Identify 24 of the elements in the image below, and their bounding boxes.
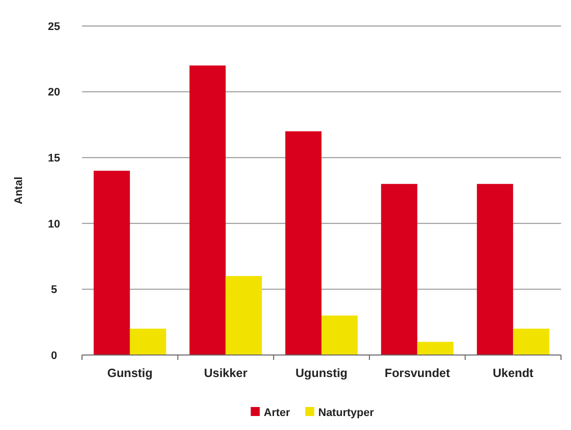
x-tick-label: Usikker xyxy=(204,366,248,380)
x-tick-label: Ugunstig xyxy=(296,366,348,380)
bar xyxy=(322,316,358,355)
bar xyxy=(417,342,454,355)
bar xyxy=(189,65,226,355)
bar xyxy=(513,328,550,355)
y-tick-label: 0 xyxy=(50,350,58,362)
x-tick-label: Gunstig xyxy=(107,366,153,380)
y-tick-label: 20 xyxy=(48,86,60,99)
legend-label: Arter xyxy=(264,406,291,419)
bar xyxy=(381,184,418,355)
legend-label: Naturtyper xyxy=(318,406,375,419)
x-tick-label: Ukendt xyxy=(492,366,534,380)
bar xyxy=(285,131,322,355)
bar xyxy=(226,276,262,355)
y-tick-label: 10 xyxy=(48,218,60,230)
y-tick-label: 15 xyxy=(48,152,60,164)
bar xyxy=(476,184,514,355)
y-tick-label: 5 xyxy=(50,284,58,296)
bar xyxy=(94,170,130,355)
bar xyxy=(130,328,166,355)
y-tick-label: 25 xyxy=(48,20,60,33)
x-tick-label: Forsvundet xyxy=(384,366,450,380)
y-axis-title: Antal xyxy=(13,176,25,204)
